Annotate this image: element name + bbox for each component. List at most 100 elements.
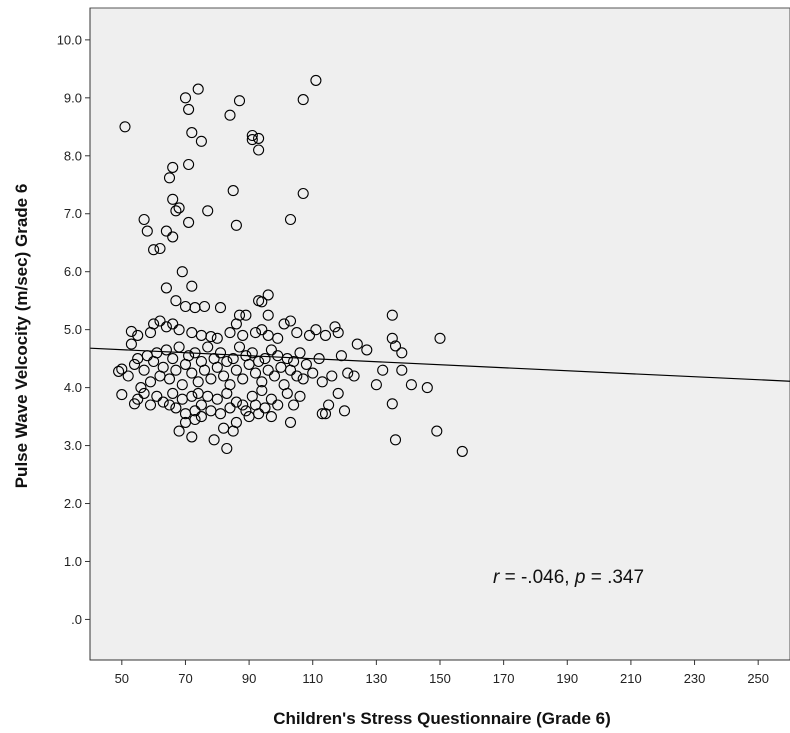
data-point — [170, 402, 182, 414]
data-point — [291, 327, 303, 339]
data-point — [116, 363, 128, 375]
data-point — [265, 393, 277, 405]
x-tick-label: 170 — [493, 671, 515, 686]
data-point — [211, 393, 223, 405]
data-point — [361, 344, 373, 356]
y-tick-label: 5.0 — [64, 322, 82, 337]
data-point — [224, 327, 236, 339]
data-point — [300, 358, 312, 370]
data-point — [176, 379, 188, 391]
data-point — [246, 129, 258, 142]
p-value: = .347 — [585, 567, 644, 588]
data-point — [227, 353, 239, 365]
data-point — [297, 373, 309, 385]
data-point — [119, 121, 131, 133]
data-point — [230, 364, 242, 376]
data-point — [221, 387, 233, 399]
data-point — [310, 74, 322, 86]
data-point — [186, 431, 198, 443]
data-point — [332, 327, 344, 339]
y-axis: .0 1.0 2.0 3.0 4.0 5.0 6.0 7.0 8.0 9.0 10.0 — [57, 8, 91, 660]
data-point — [230, 219, 242, 231]
data-point — [195, 411, 207, 423]
data-point — [405, 379, 417, 391]
data-point — [148, 318, 160, 330]
data-point — [262, 364, 274, 376]
r-symbol: r — [493, 567, 500, 588]
data-point — [237, 373, 249, 385]
data-point — [195, 135, 207, 147]
data-point — [253, 144, 265, 156]
data-point — [272, 332, 284, 344]
data-point — [256, 384, 268, 397]
data-point — [202, 341, 214, 353]
data-point — [160, 225, 172, 237]
data-point — [303, 329, 316, 341]
x-axis: 50 70 90 110 130 150 170 190 210 230 250 — [90, 659, 790, 686]
data-point — [205, 331, 217, 343]
data-point — [351, 338, 363, 350]
data-point — [163, 373, 176, 385]
data-point — [281, 387, 293, 399]
data-point — [125, 338, 137, 350]
data-point — [179, 92, 192, 104]
data-point — [262, 289, 274, 301]
data-point — [167, 387, 179, 399]
data-point — [214, 347, 227, 359]
data-point — [307, 367, 319, 379]
data-point — [281, 353, 293, 365]
data-point — [135, 382, 147, 394]
data-point — [151, 390, 163, 402]
data-point — [389, 340, 402, 352]
data-point — [132, 329, 144, 341]
data-point — [163, 172, 176, 184]
data-point — [167, 353, 179, 365]
data-point — [192, 376, 204, 388]
x-tick-label: 130 — [366, 671, 388, 686]
data-point — [256, 376, 268, 388]
data-point — [173, 202, 185, 214]
y-tick-label: 10.0 — [57, 32, 82, 47]
data-point — [116, 389, 128, 401]
data-point — [144, 376, 157, 388]
data-point — [167, 193, 179, 205]
x-tick-label: 150 — [429, 671, 451, 686]
data-point — [205, 373, 217, 385]
data-point — [113, 365, 125, 377]
data-point — [138, 387, 150, 399]
data-point — [233, 341, 246, 353]
data-point — [272, 399, 284, 411]
x-tick-label: 70 — [178, 671, 192, 686]
data-point — [170, 364, 182, 376]
data-point — [348, 370, 360, 382]
data-point — [297, 94, 309, 106]
data-point — [160, 282, 172, 294]
data-point — [421, 382, 433, 394]
data-point — [198, 364, 211, 376]
data-point — [291, 370, 303, 382]
data-point — [183, 216, 195, 228]
x-tick-label: 230 — [684, 671, 706, 686]
data-point — [319, 329, 332, 341]
data-point — [386, 332, 398, 344]
x-tick-label: 190 — [556, 671, 578, 686]
data-point — [173, 324, 185, 336]
plot-area — [89, 7, 790, 661]
y-tick-label: 1.0 — [64, 554, 82, 569]
data-point — [211, 361, 223, 373]
r-value: = -.046, — [499, 567, 575, 588]
data-point — [246, 347, 258, 359]
data-point — [125, 325, 137, 337]
data-point — [160, 321, 172, 333]
data-point — [160, 344, 172, 356]
data-point — [284, 213, 297, 226]
data-point — [224, 402, 236, 414]
data-point — [214, 302, 227, 314]
data-point — [189, 413, 201, 426]
data-point — [278, 318, 290, 330]
data-point — [189, 405, 201, 417]
data-point — [253, 408, 265, 420]
data-point — [138, 213, 150, 226]
data-point — [256, 324, 268, 336]
data-point — [342, 367, 354, 379]
